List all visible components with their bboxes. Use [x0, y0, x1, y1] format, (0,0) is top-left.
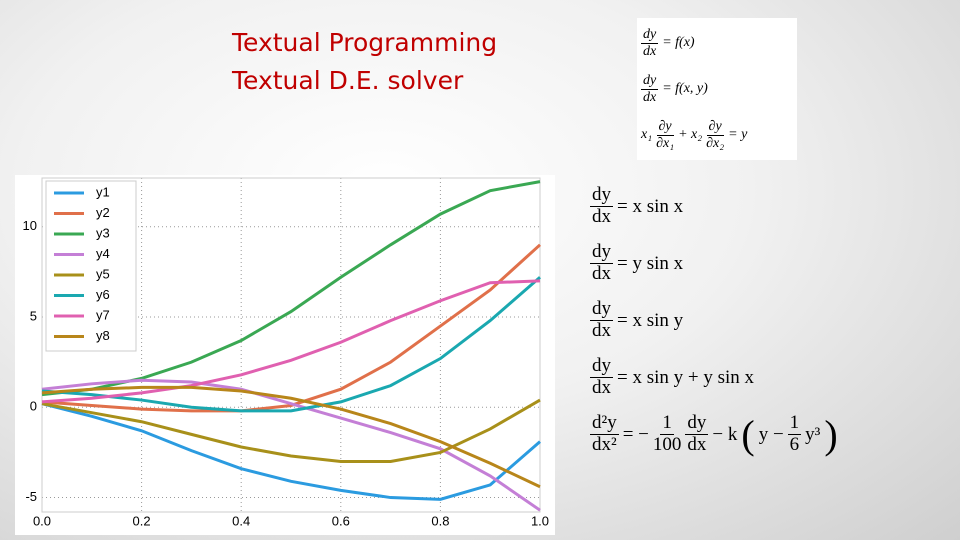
equation: x₁ ∂y ∂x₁ + x₂ ∂y ∂x₂ = y: [641, 112, 793, 158]
fraction: dy dx: [641, 73, 659, 105]
fraction: ∂y ∂x₂: [706, 119, 724, 151]
legend-label: y8: [96, 328, 110, 343]
equation-text: = f(x): [662, 35, 695, 50]
denominator: ∂x₂: [706, 135, 725, 151]
y-tick-label: 10: [23, 218, 37, 233]
equation-text: = x sin y + y sin x: [617, 366, 755, 388]
legend-label: y3: [96, 225, 110, 240]
denominator: dx²: [592, 434, 617, 455]
legend-label: y1: [96, 184, 110, 199]
series-line: [41, 385, 541, 489]
equation: d²y dx² = −1 100 dy dx − k(y −1 6 y³): [590, 406, 838, 463]
numerator: dy: [590, 184, 613, 207]
denominator: dx: [592, 263, 611, 284]
fraction: ∂y ∂x₁: [656, 119, 674, 151]
x-tick-label: 0.2: [133, 513, 151, 528]
equation-text: = y: [728, 127, 748, 142]
x-tick-label: 1.0: [531, 513, 549, 528]
fraction: dy dx: [590, 355, 613, 399]
equation-text: ): [824, 412, 838, 457]
equation-box: dy dx = f(x) dy dx = f(x, y) x₁ ∂y ∂x₁ + x₂ ∂y ∂x₂ =…: [637, 18, 797, 160]
numerator: 1: [660, 412, 674, 435]
equation: dy dx = x sin y: [590, 292, 838, 349]
equation: dy dx = f(x): [641, 20, 793, 66]
equation-text: (: [741, 412, 755, 457]
equation: dy dx = y sin x: [590, 235, 838, 292]
slide-title: Textual Programming: [232, 28, 498, 57]
denominator: dx: [687, 434, 707, 455]
denominator: dx: [592, 377, 611, 398]
equation-text: − k: [712, 423, 738, 445]
equation-text: + x₂: [678, 127, 703, 142]
numerator: ∂y: [706, 119, 724, 136]
series-line: [41, 402, 541, 501]
y-tick-label: 0: [30, 399, 37, 414]
legend-box: [45, 180, 137, 352]
numerator: dy: [590, 241, 613, 264]
denominator: dx: [643, 89, 657, 105]
slide-title: Textual D.E. solver: [232, 66, 464, 95]
equation-text: = y sin x: [617, 252, 684, 274]
equation: dy dx = x sin y + y sin x: [590, 349, 838, 406]
equation-text: x₁: [641, 127, 653, 142]
numerator: ∂y: [656, 119, 674, 136]
equation-text: = −: [622, 423, 649, 445]
denominator: 100: [652, 434, 682, 455]
legend-label: y6: [96, 287, 110, 302]
fraction: dy dx: [590, 298, 613, 342]
series-line: [41, 398, 541, 463]
series-line: [41, 276, 541, 413]
legend-label: y7: [96, 307, 110, 322]
series-line: [41, 279, 541, 404]
numerator: dy: [641, 27, 659, 44]
legend-label: y5: [96, 266, 110, 281]
numerator: d²y: [590, 412, 619, 435]
denominator: 6: [789, 434, 800, 455]
fraction: 1 100: [652, 412, 682, 456]
x-tick-label: 0.8: [431, 513, 449, 528]
fraction: dy dx: [641, 27, 659, 59]
legend-label: y2: [96, 205, 110, 220]
equation-text: y³: [805, 423, 821, 445]
numerator: dy: [685, 412, 709, 435]
equation: dy dx = x sin x: [590, 178, 838, 235]
series-line: [41, 378, 541, 512]
x-tick-label: 0.0: [33, 513, 51, 528]
equation-text: y −: [758, 423, 784, 445]
equation-text: = x sin x: [617, 195, 684, 217]
equation-text: = x sin y: [617, 309, 684, 331]
series-line: [41, 243, 542, 413]
x-tick-label: 0.6: [332, 513, 350, 528]
numerator: dy: [590, 355, 613, 378]
equation: dy dx = f(x, y): [641, 66, 793, 112]
fraction: dy dx: [590, 241, 613, 285]
numerator: dy: [641, 73, 659, 90]
fraction: d²y dx²: [590, 412, 619, 456]
plot-frame: [41, 177, 541, 513]
denominator: dx: [592, 206, 611, 227]
y-tick-label: -5: [25, 489, 37, 504]
numerator: 1: [787, 412, 802, 435]
y-tick-label: 5: [30, 308, 37, 323]
denominator: dx: [592, 320, 611, 341]
numerator: dy: [590, 298, 613, 321]
equation-text: = f(x, y): [662, 81, 708, 96]
chart: -5 0 5 10 0.0 0.2 0.4 0.6 0.8 1.0 y1 y2 y3 y4 y5 y6 y7 y8: [15, 175, 555, 535]
denominator: dx: [643, 43, 657, 59]
fraction: dy dx: [590, 184, 613, 228]
denominator: ∂x₁: [656, 135, 675, 151]
legend-label: y4: [96, 246, 110, 261]
fraction: dy dx: [685, 412, 709, 456]
x-tick-label: 0.4: [232, 513, 250, 528]
